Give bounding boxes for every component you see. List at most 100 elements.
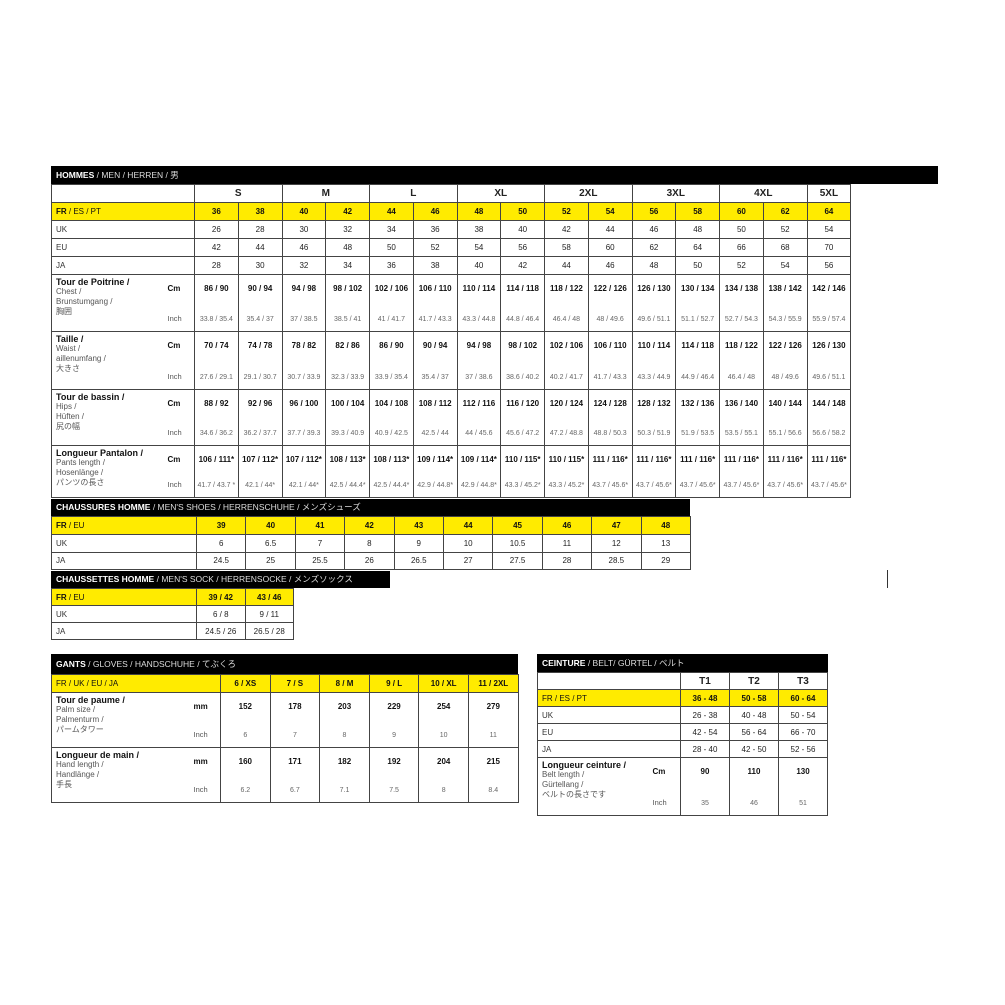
fr-size-row: FR / EU 39 / 42 43 / 46 [51,588,294,606]
value-cell: 50 [719,220,764,239]
value-inch: 43.3 / 44.8 [462,316,496,323]
value-cell: 28 [194,256,239,275]
value-cell: 56 - 64 [729,723,779,741]
value-cell: 52 - 56 [778,740,828,758]
value-cell: 26 - 38 [680,706,730,724]
measurement-row: Longueur ceinture / Belt length / Gürtella… [537,757,828,816]
value-inch: 47.2 / 48.8 [549,430,583,437]
value-cell: 54 [762,256,808,275]
value-inch: 39.3 / 40.9 [331,430,365,437]
unit-inch: Inch [193,730,208,739]
measurement-translation: 大きさ [56,364,80,373]
value-cell: 50 [369,238,414,257]
section-subtitle: / MEN'S SHOES / HERRENSCHUHE / メンズシューズ [150,502,361,512]
measurement-value: 130 51 [778,757,828,816]
section-subtitle: / GLOVES / HANDSCHUHE / てぶくろ [85,659,236,669]
measurement-label: Longueur Pantalon / Pants length / Hosenlä… [51,445,166,498]
value-metric: 86 / 90 [204,284,229,293]
value-inch: 49.6 / 51.1 [812,374,846,381]
section-title: HOMMES [56,170,95,180]
value-inch: 38.5 / 41 [334,316,362,323]
size-cell: 48 [640,516,691,535]
unit-inch: Inch [167,428,182,437]
unit-cell: Cm Inch [165,331,195,390]
value-metric: 120 / 124 [549,399,584,408]
value-metric: 126 / 130 [637,284,671,293]
value-cell: 52 [762,220,808,239]
measurement-value: 88 / 92 34.6 / 36.2 [194,389,239,446]
size-cell: 46 [541,516,593,535]
value-metric: 74 / 78 [247,341,273,350]
value-cell: 56 [500,238,546,257]
value-cell: 24.5 / 26 [196,622,246,640]
section-subtitle: / BELT/ GÜRTEL / ベルト [585,658,685,668]
size-cell: 40 [281,202,327,221]
measurement-translation: Hüften / [56,412,85,421]
measurement-translation: Palm size / [56,705,96,714]
measurement-value: 111 / 116* 43.7 / 45.6* [675,445,721,498]
value-cell: 32 [281,256,327,275]
men-table: S M L XL 2XL 3XL 4XL 5XL FR / ES / PT 36 38 40 42 44 4… [51,184,852,498]
value-inch: 44.8 / 46.4 [506,316,540,323]
value-inch: 43.3 / 44.9 [637,374,671,381]
size-cell: 44 [369,202,414,221]
size-cell: 10 / XL [418,674,469,693]
value-inch: 43.7 / 45.6* [592,482,629,489]
value-inch: 8.4 [488,787,499,794]
measurement-value: 90 / 94 35.4 / 37 [237,274,283,332]
value-cell: 58 [544,238,589,257]
value-inch: 42.1 / 44* [245,482,276,489]
value-inch: 36.2 / 37.7 [243,430,277,437]
measurement-value: 109 / 114* 42.9 / 44.8* [412,445,458,498]
size-cell: 62 [762,202,808,221]
measurement-value: 132 / 136 51.9 / 53.5 [675,389,721,446]
size-cell: 56 [631,202,677,221]
measurement-row: Longueur de main / Hand length / Handlänge… [51,747,519,803]
unit-inch: Inch [167,372,182,381]
measurement-value: 136 / 140 53.5 / 55.1 [719,389,764,446]
value-metric: 96 / 100 [289,399,319,408]
value-cell: 36 [412,220,458,239]
value-cell: 66 [719,238,764,257]
value-cell: 42 [544,220,589,239]
value-metric: 138 / 142 [768,284,802,293]
measurement-value: 114 / 118 44.8 / 46.4 [500,274,546,332]
measurement-value: 70 / 74 27.6 / 29.1 [194,331,239,390]
measurement-value: 114 / 118 44.9 / 46.4 [675,331,721,390]
value-cell: 10 [442,534,494,553]
measurement-value: 144 / 148 56.6 / 58.2 [806,389,852,446]
measurement-value: 122 / 126 48 / 49.6 [762,331,808,390]
measurement-value: 203 8 [319,692,370,748]
value-cell: 48 [675,220,721,239]
measurement-row: Tour de paume / Palm size / Palmenturm / パー… [51,692,519,748]
measurement-translation: Chest / [56,287,82,296]
value-inch: 56.6 / 58.2 [812,430,846,437]
value-cell: 42 - 50 [729,740,779,758]
value-metric: 144 / 148 [812,399,846,408]
value-cell: 26.5 / 28 [244,622,294,640]
size-letter: XL [456,184,546,203]
measurement-value: 111 / 116* 43.7 / 45.6* [719,445,764,498]
value-inch: 42.9 / 44.8* [417,482,454,489]
value-inch: 7.5 [389,787,399,794]
value-cell: 12 [591,534,642,553]
size-cell: 52 [544,202,589,221]
measurement-label: Taille / Waist / aillenumfang / 大きさ [51,331,166,390]
value-cell: 8 [344,534,395,553]
measurement-value: 110 / 114 43.3 / 44.9 [631,331,677,390]
value-inch: 51.9 / 53.5 [681,430,715,437]
size-cell: 36 - 48 [680,689,730,707]
measurement-value: 106 / 110 41.7 / 43.3 [587,331,633,390]
value-cell: 29 [640,551,691,570]
measurement-value: 192 7.5 [368,747,420,803]
value-inch: 10 [439,732,448,739]
value-metric: 110 / 115* [504,455,541,464]
value-metric: 124 / 128 [593,399,627,408]
value-cell: 13 [640,534,691,553]
measurement-value: 126 / 130 49.6 / 51.1 [631,274,677,332]
value-cell: 70 [806,238,852,257]
value-inch: 52.7 / 54.3 [724,316,758,323]
value-metric: 114 / 118 [681,341,714,350]
row-label-bold: FR [56,521,67,530]
measurement-value: 110 / 114 43.3 / 44.8 [456,274,502,332]
